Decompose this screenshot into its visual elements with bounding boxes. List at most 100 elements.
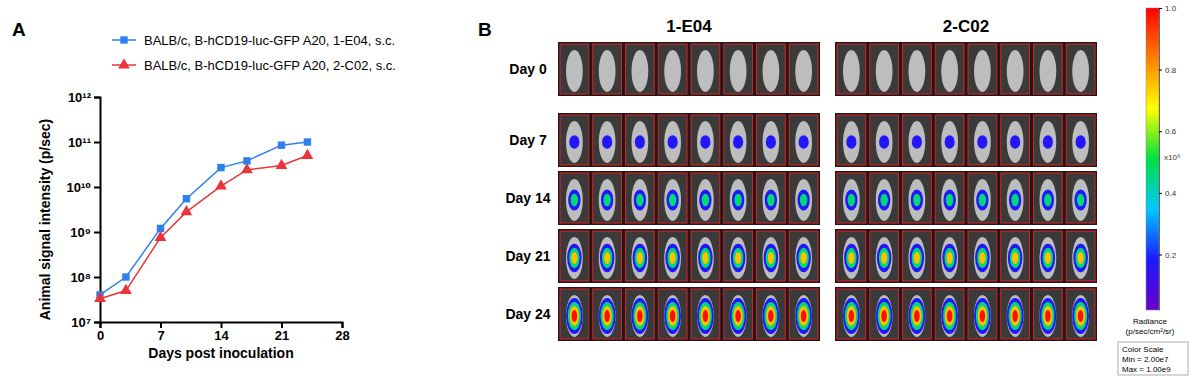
mouse	[724, 173, 753, 223]
tick-mark	[281, 322, 283, 328]
mouse	[1066, 173, 1095, 223]
signal-blob	[799, 135, 809, 149]
tick: 14	[214, 322, 229, 343]
signal-blob	[878, 302, 891, 330]
mouse	[789, 231, 818, 281]
mouse-body	[1007, 237, 1024, 279]
mouse	[968, 115, 997, 165]
colorbar-title: (p/sec/cm²/sr)	[1126, 327, 1175, 336]
signal-blob	[733, 306, 742, 326]
mouse	[1034, 231, 1063, 281]
mouse	[691, 115, 720, 165]
mouse	[626, 289, 655, 339]
mouse-body	[664, 179, 681, 221]
mouse-body	[599, 179, 616, 221]
mouse-body	[697, 50, 714, 92]
mouse	[724, 44, 753, 94]
signal-blob	[846, 135, 856, 149]
tick: 28	[335, 322, 349, 343]
color-scale-box	[1118, 342, 1188, 375]
image-background	[835, 171, 1097, 225]
colorbar	[1146, 8, 1159, 310]
mouse	[903, 44, 932, 94]
mouse-body	[876, 50, 893, 92]
image-background	[558, 171, 820, 225]
roi-box	[1034, 115, 1063, 165]
colorbar-axis-line	[1159, 9, 1160, 311]
mouse	[593, 44, 622, 94]
tick-mark	[1159, 70, 1162, 71]
image-background	[835, 229, 1097, 283]
mouse	[968, 231, 997, 281]
mouse-body	[763, 121, 780, 163]
tick-mark	[94, 322, 100, 324]
roi-box	[935, 115, 964, 165]
tick-label: 10⁸	[70, 270, 91, 285]
mouse-body	[909, 179, 926, 221]
roi-box	[789, 115, 818, 165]
roi-box	[837, 173, 866, 223]
signal-blob	[602, 135, 612, 149]
signal-blob	[1008, 244, 1023, 273]
mouse-body	[941, 237, 958, 279]
signal-blob	[979, 252, 985, 264]
signal-blob	[946, 194, 953, 207]
signal-blob	[570, 306, 579, 326]
mouse-body	[843, 179, 860, 221]
signal-blob	[730, 298, 747, 334]
signal-blob	[765, 190, 777, 211]
image-cell	[558, 113, 820, 167]
signal-blob	[699, 302, 712, 330]
signal-blob	[879, 248, 889, 268]
signal-blob	[914, 310, 920, 322]
mouse-body	[843, 50, 860, 92]
mouse-body	[974, 121, 991, 163]
mouse-body	[795, 179, 812, 221]
mouse	[1066, 289, 1095, 339]
mouse-body	[795, 295, 812, 337]
mouse-body	[876, 179, 893, 221]
mouse	[1034, 44, 1063, 94]
signal-blob	[568, 190, 580, 211]
mouse	[1001, 115, 1030, 165]
data-point	[304, 138, 311, 145]
tick-label: 7	[157, 328, 164, 343]
mouse-body	[795, 237, 812, 279]
mouse	[903, 231, 932, 281]
roi-box	[691, 289, 720, 339]
image-cell	[835, 229, 1097, 283]
signal-blob	[1043, 135, 1053, 149]
mouse-body	[697, 179, 714, 221]
signal-blob	[632, 298, 649, 334]
roi-box	[968, 231, 997, 281]
roi-box	[724, 231, 753, 281]
mouse-body	[1007, 50, 1024, 92]
mouse-body	[974, 50, 991, 92]
signal-blob	[697, 298, 714, 334]
column-label: 1-E04	[666, 17, 712, 36]
signal-blob	[976, 190, 988, 211]
signal-blob	[699, 190, 711, 211]
mouse	[870, 231, 899, 281]
roi-box	[1066, 289, 1095, 339]
signal-blob	[909, 298, 926, 334]
mouse	[1034, 115, 1063, 165]
roi-box	[903, 115, 932, 165]
signal-blob	[666, 190, 678, 211]
mouse	[935, 173, 964, 223]
color-scale-text: Color Scale	[1122, 345, 1164, 354]
signal-blob	[910, 302, 923, 330]
mouse-body	[941, 295, 958, 337]
roi-box	[1001, 44, 1030, 94]
mouse-body	[876, 121, 893, 163]
signal-blob	[1007, 298, 1024, 334]
signal-blob	[768, 252, 774, 264]
tick-mark	[94, 142, 100, 144]
roi-box	[593, 289, 622, 339]
plot-area	[94, 138, 313, 302]
tick: 0	[97, 322, 104, 343]
image-background	[558, 113, 820, 167]
signal-blob	[1072, 298, 1089, 334]
signal-blob	[974, 298, 991, 334]
signal-blob	[668, 135, 678, 149]
